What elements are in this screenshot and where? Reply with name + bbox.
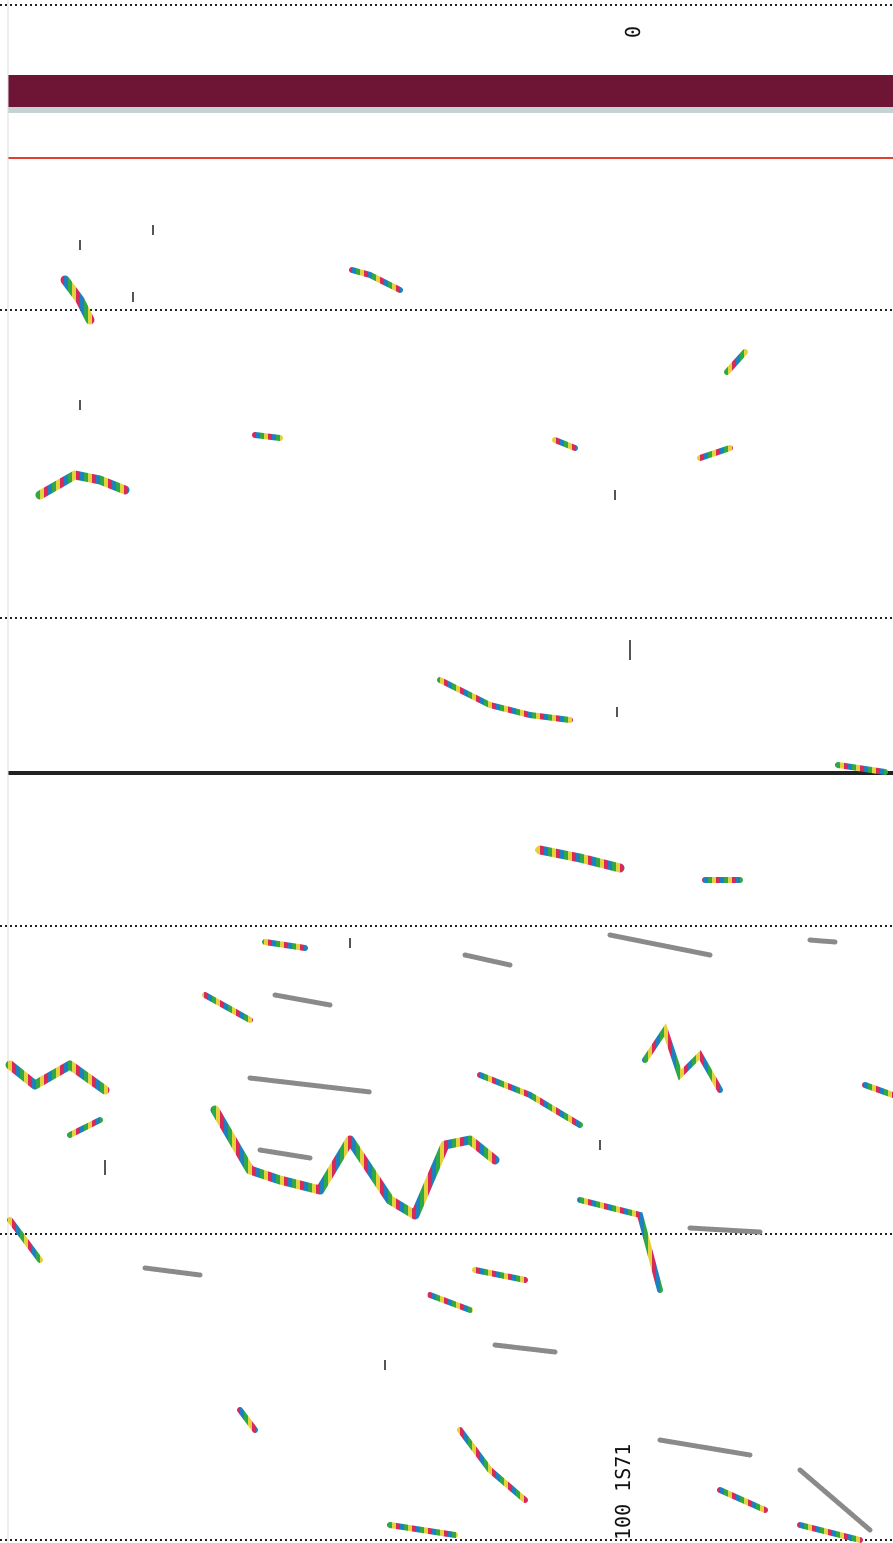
echo-trace: [65, 280, 90, 320]
echo-trace: [555, 440, 575, 448]
echo-trace: [10, 1065, 105, 1090]
echo-trace: [800, 1525, 860, 1540]
surface-band: [8, 75, 893, 107]
weak-echo: [810, 940, 835, 942]
echo-trace: [205, 995, 250, 1020]
page: {"labels": {"top": "0", "side": "100 1S7…: [0, 0, 893, 1543]
echo-trace: [352, 270, 400, 290]
echo-trace: [390, 1525, 455, 1535]
weak-echo: [145, 1268, 200, 1275]
echo-trace: [240, 1410, 255, 1430]
echogram: 0 100 1S71: [0, 0, 893, 1543]
echo-trace: [40, 475, 125, 495]
weak-echo: [275, 995, 330, 1005]
surface-noise: [8, 107, 893, 113]
echo-trace: [727, 352, 745, 372]
weak-echo: [495, 1345, 555, 1352]
echo-trace: [255, 435, 280, 438]
weak-echo: [610, 935, 710, 955]
echo-trace: [838, 765, 885, 772]
record-label: 100 1S71: [611, 1444, 635, 1540]
echo-trace: [700, 448, 730, 458]
weak-echo: [250, 1078, 370, 1092]
echo-trace: [480, 1075, 580, 1125]
echo-trace: [215, 1110, 495, 1215]
echo-trace: [10, 1220, 40, 1260]
weak-echo: [465, 955, 510, 965]
echo-trace: [720, 1490, 765, 1510]
echo-trace: [645, 1030, 720, 1090]
echo-trace: [460, 1430, 525, 1500]
echo-trace: [540, 850, 620, 868]
echo-trace: [865, 1085, 893, 1095]
echo-trace: [265, 942, 305, 948]
echo-trace: [70, 1120, 100, 1135]
weak-echo: [660, 1440, 750, 1455]
weak-echo: [800, 1470, 870, 1530]
weak-echo: [690, 1228, 760, 1232]
echo-trace: [580, 1200, 660, 1290]
echo-trace: [475, 1270, 525, 1280]
echo-trace: [430, 1295, 470, 1310]
echo-trace: [440, 680, 570, 720]
weak-echo: [260, 1150, 310, 1158]
scale-label: 0: [620, 26, 644, 38]
